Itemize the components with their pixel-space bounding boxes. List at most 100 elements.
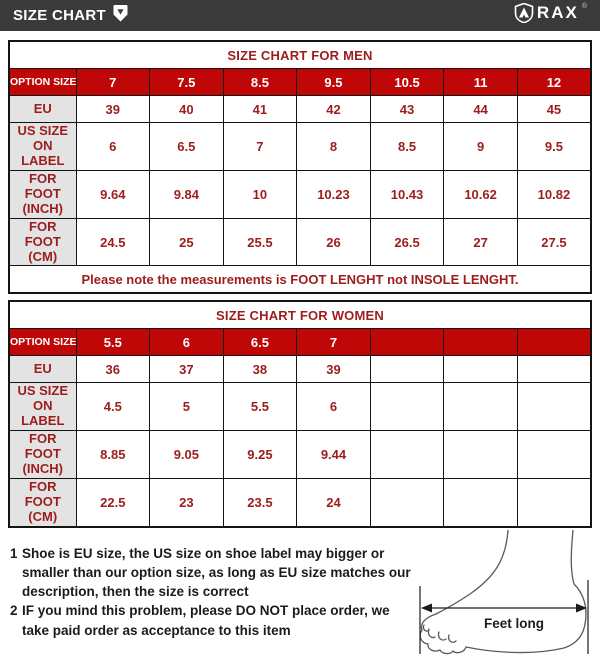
- value-cell: 6: [75, 122, 151, 171]
- note-row: Please note the measurements is FOOT LEN…: [8, 265, 592, 294]
- value-cell: 5: [149, 382, 224, 432]
- value-cell: 5.5: [222, 382, 298, 432]
- table-title: SIZE CHART FOR WOMEN: [8, 300, 592, 330]
- brand-name: RAX: [536, 3, 579, 22]
- value-cell: [516, 382, 592, 432]
- option-size-value: 12: [516, 68, 592, 96]
- note-text: Shoe is EU size, the US size on shoe lab…: [22, 545, 411, 600]
- value-cell: 26: [296, 217, 371, 267]
- value-cell: 43: [369, 95, 445, 123]
- option-size-row: OPTION SIZE 5.5 6 6.5 7: [8, 328, 592, 357]
- value-cell: 27: [443, 217, 518, 267]
- value-cell: 9.44: [296, 430, 371, 480]
- table-title-row: SIZE CHART FOR MEN: [8, 40, 592, 69]
- value-cell: 42: [296, 95, 371, 123]
- value-cell: 9.5: [516, 122, 592, 171]
- option-size-value: 10.5: [369, 68, 445, 96]
- table-title-row: SIZE CHART FOR WOMEN: [8, 300, 592, 330]
- row-label: EU: [8, 355, 77, 384]
- table-row: US SIZE ON LABEL 6 6.5 7 8 8.5 9 9.5: [8, 122, 592, 171]
- option-size-value: 7: [75, 68, 151, 96]
- feet-long-label: Feet long: [484, 616, 544, 631]
- shield-logo-icon: [514, 2, 534, 28]
- table-row: FOR FOOT (INCH) 9.64 9.84 10 10.23 10.43 10.62…: [8, 169, 592, 219]
- value-cell: [443, 355, 518, 384]
- note-2: 2 IF you mind this problem, please DO NO…: [10, 601, 418, 639]
- note-1: 1 Shoe is EU size, the US size on shoe l…: [10, 544, 418, 601]
- value-cell: 24: [296, 478, 371, 528]
- option-size-value: 5.5: [75, 328, 151, 357]
- table-row: FOR FOOT (CM) 22.5 23 23.5 24: [8, 478, 592, 528]
- option-size-value: [443, 328, 518, 357]
- value-cell: [443, 478, 518, 528]
- men-size-chart-table: SIZE CHART FOR MEN OPTION SIZE 7 7.5 8.5 9.5 1…: [8, 40, 592, 295]
- value-cell: 10.82: [516, 169, 592, 219]
- value-cell: [516, 478, 592, 528]
- row-label: US SIZE ON LABEL: [8, 382, 77, 432]
- value-cell: 23.5: [222, 478, 298, 528]
- value-cell: 8.5: [369, 122, 445, 171]
- value-cell: 9.84: [149, 169, 224, 219]
- row-label: EU: [8, 95, 77, 123]
- table-row: EU 36 37 38 39: [8, 355, 592, 384]
- footer-section: 1 Shoe is EU size, the US size on shoe l…: [0, 528, 600, 662]
- value-cell: [516, 355, 592, 384]
- value-cell: 10.23: [296, 169, 371, 219]
- option-size-value: [369, 328, 445, 357]
- option-size-label: OPTION SIZE: [8, 328, 77, 357]
- value-cell: 36: [75, 355, 151, 384]
- option-size-value: 6.5: [222, 328, 298, 357]
- value-cell: 38: [222, 355, 298, 384]
- option-size-label: OPTION SIZE: [8, 68, 77, 96]
- value-cell: [516, 430, 592, 480]
- value-cell: [443, 382, 518, 432]
- value-cell: 22.5: [75, 478, 151, 528]
- foot-measurement-diagram: Feet long: [418, 529, 598, 662]
- value-cell: 25: [149, 217, 224, 267]
- header-left: SIZE CHART: [13, 4, 128, 28]
- value-cell: 9.25: [222, 430, 298, 480]
- value-cell: 27.5: [516, 217, 592, 267]
- value-cell: [369, 430, 445, 480]
- women-size-chart-table: SIZE CHART FOR WOMEN OPTION SIZE 5.5 6 6.5 7 E…: [8, 300, 592, 528]
- arrow-left-head: [421, 603, 432, 613]
- value-cell: [369, 382, 445, 432]
- table-row: US SIZE ON LABEL 4.5 5 5.5 6: [8, 382, 592, 432]
- pin-badge-icon: [113, 4, 128, 28]
- value-cell: 44: [443, 95, 518, 123]
- value-cell: 10.43: [369, 169, 445, 219]
- note-text: IF you mind this problem, please DO NOT …: [22, 603, 390, 638]
- page-title: SIZE CHART: [13, 7, 106, 24]
- value-cell: 6.5: [149, 122, 224, 171]
- table-row: EU 39 40 41 42 43 44 45: [8, 95, 592, 123]
- value-cell: 40: [149, 95, 224, 123]
- value-cell: 24.5: [75, 217, 151, 267]
- value-cell: 45: [516, 95, 592, 123]
- value-cell: 9: [443, 122, 518, 171]
- row-label: FOR FOOT (INCH): [8, 430, 77, 480]
- table-row: FOR FOOT (INCH) 8.85 9.05 9.25 9.44: [8, 430, 592, 480]
- brand-logo: RAX ®: [514, 2, 587, 28]
- value-cell: 7: [222, 122, 298, 171]
- value-cell: 8.85: [75, 430, 151, 480]
- value-cell: 41: [222, 95, 298, 123]
- value-cell: 10: [222, 169, 298, 219]
- option-size-value: 9.5: [296, 68, 371, 96]
- option-size-value: [516, 328, 592, 357]
- row-label: FOR FOOT (INCH): [8, 169, 77, 219]
- value-cell: [443, 430, 518, 480]
- option-size-value: 11: [443, 68, 518, 96]
- row-label: FOR FOOT (CM): [8, 478, 77, 528]
- value-cell: 37: [149, 355, 224, 384]
- option-size-value: 7.5: [149, 68, 224, 96]
- value-cell: 8: [296, 122, 371, 171]
- option-size-value: 6: [149, 328, 224, 357]
- foot-diagram-drawing: Feet long: [419, 529, 589, 655]
- value-cell: [369, 355, 445, 384]
- table-row: FOR FOOT (CM) 24.5 25 25.5 26 26.5 27 27.5: [8, 217, 592, 267]
- value-cell: 9.05: [149, 430, 224, 480]
- value-cell: 39: [75, 95, 151, 123]
- header-bar: SIZE CHART RAX ®: [0, 0, 600, 31]
- value-cell: [369, 478, 445, 528]
